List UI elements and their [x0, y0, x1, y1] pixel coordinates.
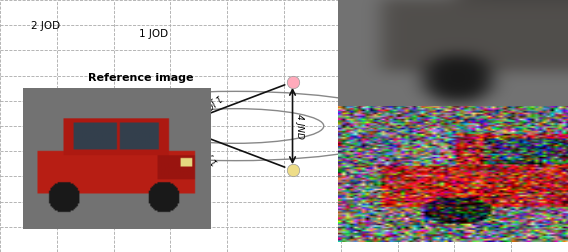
Point — [288, 168, 297, 172]
Text: 2 JOD: 2 JOD — [31, 21, 60, 31]
Text: Reference image: Reference image — [88, 73, 194, 83]
Text: Noise: Noise — [432, 131, 470, 144]
Text: 4 JND: 4 JND — [295, 114, 304, 138]
Text: 1 JOD: 1 JOD — [198, 92, 223, 115]
Text: 1 JOD: 1 JOD — [139, 28, 168, 39]
Point — [288, 80, 297, 84]
Text: 1 JOD: 1 JOD — [195, 142, 220, 165]
Point — [172, 124, 181, 128]
Text: Blur: Blur — [432, 23, 460, 36]
